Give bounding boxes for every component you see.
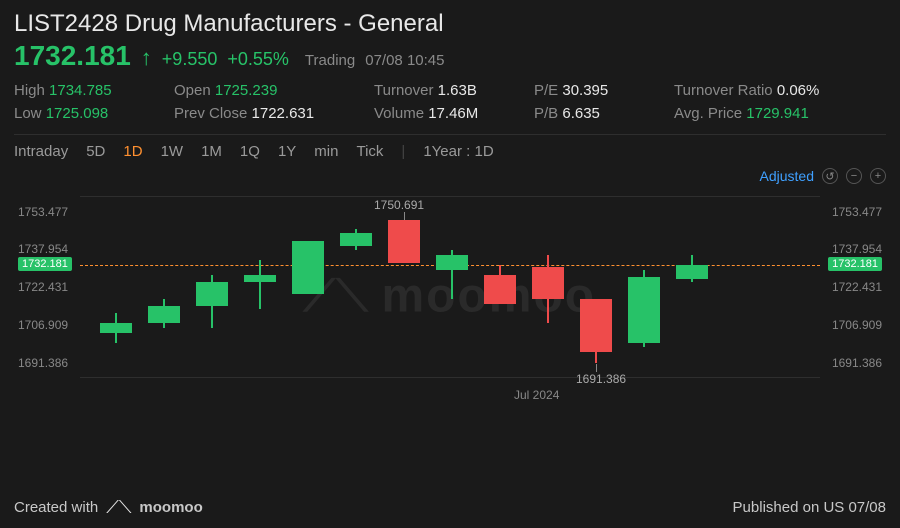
tab-5d[interactable]: 5D [86,143,105,160]
stat-volume: 17.46M [428,105,478,122]
y-tick-label: 1706.909 [18,318,68,332]
tab-tick[interactable]: Tick [356,143,383,160]
tab-1y[interactable]: 1Y [278,143,296,160]
stat-label-turnover: Turnover [374,82,433,99]
candlestick-chart[interactable]: ⟋⟍ moomoo 1750.6911691.386 1753.4771753.… [14,186,886,406]
chart-toolbar: Adjusted ↺ − + [14,168,886,184]
y-tick-label: 1732.181 [828,257,882,271]
stat-label-high: High [14,82,45,99]
stat-turnover: 1.63B [438,82,477,99]
tab-1d[interactable]: 1D [123,143,142,160]
annotation-line [596,364,597,372]
undo-icon[interactable]: ↺ [822,168,838,184]
y-tick-label: 1737.954 [18,242,68,256]
arrow-up-icon: ↑ [141,45,152,71]
stat-pe: 30.395 [562,82,608,99]
y-tick-label: 1722.431 [832,280,882,294]
stat-tratio: 0.06% [777,82,820,99]
stat-label-low: Low [14,105,42,122]
tab-1q[interactable]: 1Q [240,143,260,160]
brand-name: moomoo [139,499,202,516]
tab-separator: | [401,143,405,160]
y-tick-label: 1706.909 [832,318,882,332]
range-label[interactable]: 1Year : 1D [423,143,493,160]
stat-label-avgp: Avg. Price [674,105,742,122]
stat-prev: 1722.631 [252,105,315,122]
stat-avgp: 1729.941 [746,105,809,122]
y-tick-label: 1753.477 [18,205,68,219]
stat-label-volume: Volume [374,105,424,122]
price-annotation: 1691.386 [576,372,626,386]
y-tick-label: 1691.386 [832,356,882,370]
footer: Created with ⟋⟍ moomoo Published on US 0… [14,497,886,518]
created-with-label: Created with [14,499,98,516]
timeframe-tabs: Intraday 5D 1D 1W 1M 1Q 1Y min Tick | 1Y… [14,143,886,160]
stat-pb: 6.635 [562,105,600,122]
brand: Created with ⟋⟍ moomoo [14,497,203,518]
market-status: Trading [305,52,355,69]
stat-label-open: Open [174,82,211,99]
change-absolute: +9.550 [162,49,218,70]
timestamp: 07/08 10:45 [365,52,444,69]
stat-label-pe: P/E [534,82,558,99]
tab-1w[interactable]: 1W [161,143,184,160]
zoom-out-icon[interactable]: − [846,168,862,184]
price-annotation: 1750.691 [374,198,424,212]
tab-1m[interactable]: 1M [201,143,222,160]
x-axis-label: Jul 2024 [514,388,559,402]
published-label: Published on US 07/08 [733,499,886,516]
tab-min[interactable]: min [314,143,338,160]
zoom-in-icon[interactable]: + [870,168,886,184]
stats-grid: High 1734.785 Open 1725.239 Turnover 1.6… [14,82,886,122]
tab-intraday[interactable]: Intraday [14,143,68,160]
y-tick-label: 1732.181 [18,257,72,271]
annotation-line [404,212,405,220]
brand-logo-icon: ⟋⟍ [106,497,131,518]
stat-open: 1725.239 [215,82,278,99]
stat-label-pb: P/B [534,105,558,122]
y-tick-label: 1691.386 [18,356,68,370]
y-tick-label: 1753.477 [832,205,882,219]
page-title: LIST2428 Drug Manufacturers - General [14,10,886,38]
divider [14,134,886,135]
stat-label-tratio: Turnover Ratio [674,82,773,99]
last-price: 1732.181 [14,40,131,72]
y-tick-label: 1722.431 [18,280,68,294]
stat-label-prev: Prev Close [174,105,247,122]
price-row: 1732.181 ↑ +9.550 +0.55% Trading 07/08 1… [14,40,886,72]
adjusted-toggle[interactable]: Adjusted [760,168,814,184]
y-tick-label: 1737.954 [832,242,882,256]
stat-low: 1725.098 [46,105,109,122]
change-percent: +0.55% [227,49,289,70]
stat-high: 1734.785 [49,82,112,99]
